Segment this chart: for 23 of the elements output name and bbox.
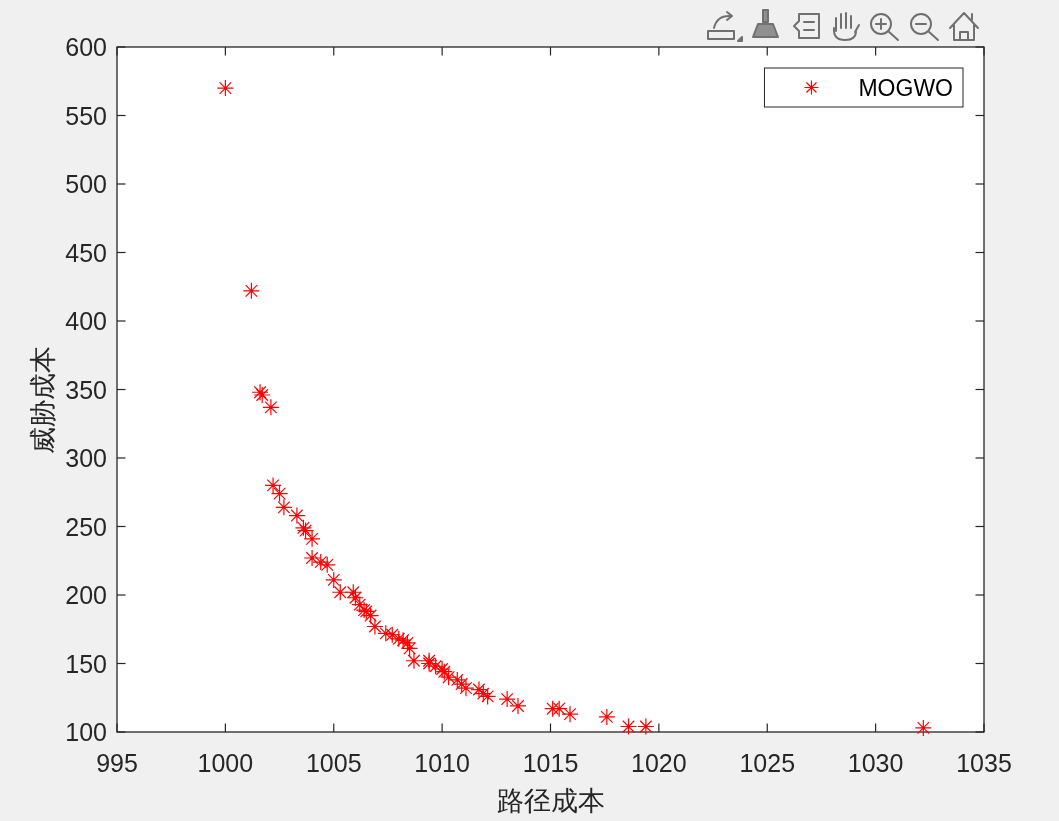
ytick-label: 400 <box>65 307 107 335</box>
ytick-label: 150 <box>65 649 107 678</box>
xtick-label: 1005 <box>305 749 362 777</box>
xtick-label: 1020 <box>631 749 687 777</box>
ytick-label: 500 <box>65 170 107 198</box>
xtick-label: 1035 <box>956 749 1012 777</box>
ytick-label: 550 <box>65 101 107 130</box>
ytick-label: 100 <box>65 718 107 746</box>
ytick-label: 450 <box>65 238 107 267</box>
ylabel: 威胁成本 <box>28 345 58 454</box>
legend-label: MOGWO <box>858 74 953 101</box>
ytick-label: 600 <box>65 33 107 61</box>
ytick-label: 200 <box>65 581 107 609</box>
ytick-label: 350 <box>65 375 107 404</box>
xtick-label: 1030 <box>847 749 904 777</box>
ytick-label: 300 <box>65 444 107 472</box>
xtick-label: 995 <box>96 749 138 777</box>
xtick-label: 1000 <box>197 749 254 777</box>
xtick-label: 1010 <box>414 749 470 777</box>
ytick-label: 250 <box>65 512 107 541</box>
xlabel: 路径成本 <box>496 786 605 816</box>
xtick-label: 1025 <box>739 749 796 777</box>
xtick-label: 1015 <box>522 749 579 777</box>
